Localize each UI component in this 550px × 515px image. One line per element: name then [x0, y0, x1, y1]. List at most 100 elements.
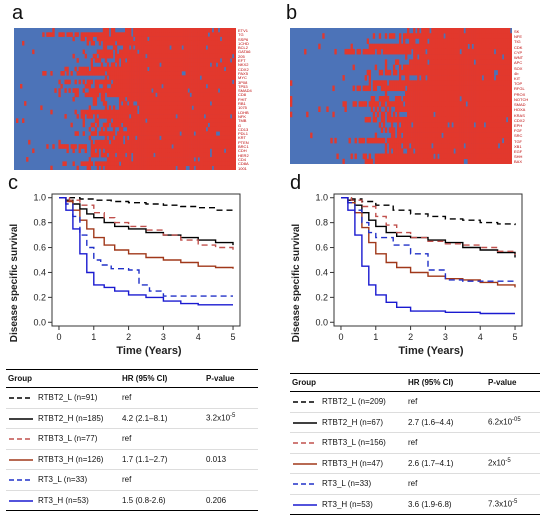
heatmap-cell	[354, 137, 357, 144]
heatmap-cell	[485, 111, 489, 118]
heatmap-cell	[366, 38, 370, 44]
heatmap-cell	[415, 132, 418, 139]
heatmap-cell	[433, 148, 436, 154]
heatmap-cell	[82, 49, 85, 55]
heatmap-cell	[429, 111, 432, 118]
heatmap-cell	[203, 144, 207, 149]
heatmap-cell	[386, 153, 390, 160]
heatmap-cell	[131, 45, 134, 50]
heatmap-cell	[463, 80, 466, 86]
heatmap-cell	[143, 139, 146, 145]
heatmap-cell	[388, 48, 392, 55]
heatmap-cell	[167, 79, 170, 85]
heatmap-cell	[368, 43, 372, 50]
heatmap-cell	[487, 116, 491, 123]
heatmap-cell	[437, 90, 440, 97]
heatmap-cell	[485, 132, 489, 139]
heatmap-cell	[398, 143, 402, 149]
heatmap-cell	[225, 79, 229, 85]
heatmap-cell	[141, 79, 144, 85]
heatmap-cell	[215, 83, 219, 89]
heatmap-cell	[205, 40, 209, 46]
heatmap-cell	[102, 45, 106, 50]
heatmap-cell	[405, 90, 408, 97]
heatmap-cell	[149, 88, 152, 93]
heatmap-cell	[159, 32, 162, 37]
heatmap-cell	[433, 69, 436, 76]
heatmap-cell	[396, 111, 400, 118]
heatmap-cell	[177, 101, 180, 106]
heatmap-cell	[209, 118, 213, 123]
y-tick-label: 0.2	[33, 292, 46, 302]
heatmap-cell	[118, 36, 122, 42]
heatmap-cell	[110, 144, 114, 149]
heatmap-cell	[421, 148, 424, 154]
heatmap-cell	[497, 158, 501, 164]
heatmap-cell	[24, 101, 27, 106]
heatmap-cell	[451, 75, 454, 81]
heatmap-cell	[437, 122, 440, 128]
legend-line	[293, 421, 317, 424]
heatmap-cell	[481, 43, 485, 50]
heatmap-cell	[40, 105, 43, 111]
heatmap-cell	[98, 58, 102, 63]
heatmap-cell	[481, 80, 485, 86]
heatmap-cell	[127, 40, 130, 46]
heatmap-cell	[447, 43, 450, 50]
heatmap-cell	[386, 116, 390, 123]
heatmap-cell	[159, 126, 162, 132]
heatmap-cell	[129, 88, 132, 93]
heatmap-cell	[120, 83, 124, 89]
heatmap-cell	[417, 143, 420, 149]
heatmap-cell	[98, 66, 102, 72]
heatmap-cell	[167, 148, 170, 154]
heatmap-cell	[135, 118, 138, 123]
heatmap-cell	[118, 83, 122, 89]
heatmap-cell	[145, 58, 148, 63]
heatmap-cell	[407, 96, 410, 102]
heatmap-cell	[499, 69, 503, 76]
heatmap-cell	[463, 111, 466, 118]
heatmap-cell	[219, 53, 223, 59]
heatmap-cell	[112, 92, 116, 98]
heatmap-cell	[459, 85, 462, 92]
heatmap-cell	[461, 148, 464, 154]
heatmap-cell	[398, 101, 402, 107]
heatmap-cell	[483, 143, 487, 149]
p-value-cell: 2x10-5	[486, 453, 540, 474]
heatmap-cell	[145, 135, 148, 141]
heatmap-cell	[177, 148, 180, 154]
heatmap-cell	[483, 48, 487, 55]
heatmap-cell	[191, 49, 194, 55]
heatmap-cell	[223, 131, 227, 136]
heatmap-cell	[382, 48, 386, 55]
heatmap-cell	[181, 96, 184, 102]
plot-frame	[51, 193, 241, 327]
heatmap-cell	[499, 127, 503, 133]
heatmap-cell	[86, 83, 89, 89]
heatmap-cell	[187, 114, 190, 119]
heatmap-cell	[376, 111, 380, 118]
heatmap-cell	[201, 135, 205, 141]
heatmap-cell	[231, 165, 235, 170]
heatmap-cell	[108, 161, 112, 166]
heatmap-cell	[374, 80, 378, 86]
heatmap-cell	[122, 114, 126, 119]
heatmap-cell	[141, 161, 144, 166]
heatmap-cell	[122, 96, 126, 102]
heatmap-cell	[457, 153, 460, 160]
heatmap-cell	[181, 161, 184, 166]
heatmap-cell	[229, 40, 233, 46]
heatmap-cell	[233, 62, 236, 68]
heatmap-cell	[193, 139, 196, 145]
heatmap-cell	[193, 66, 196, 72]
heatmap-cell	[459, 137, 462, 144]
heatmap-cell	[169, 139, 172, 145]
heatmap-cell	[223, 49, 227, 55]
heatmap-cell	[205, 32, 209, 37]
heatmap-cell	[173, 88, 176, 93]
heatmap-cell	[229, 105, 233, 111]
heatmap-cell	[477, 28, 481, 34]
heatmap-cell	[441, 54, 444, 60]
heatmap-cell	[181, 101, 184, 106]
